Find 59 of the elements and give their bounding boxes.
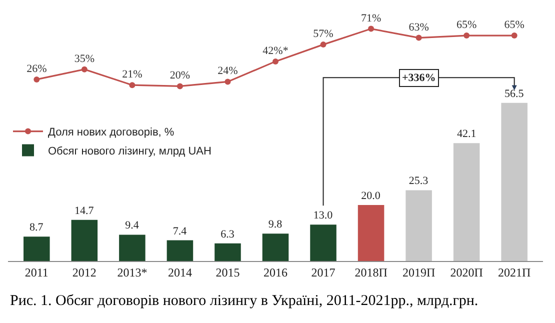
data-label: 9.8 xyxy=(268,218,283,231)
bar xyxy=(166,240,194,261)
point xyxy=(81,66,88,72)
x-tick-label: 2015 xyxy=(216,265,240,280)
data-label: 6.3 xyxy=(220,228,235,240)
annotation: +336% xyxy=(402,72,436,84)
x-tick-label: 2018П xyxy=(354,265,388,280)
bar xyxy=(119,234,146,261)
data-label: 7.4 xyxy=(172,225,188,238)
x-tick-label: 2020П xyxy=(450,265,484,280)
data-label: 65% xyxy=(504,19,524,32)
point xyxy=(416,34,422,41)
bar xyxy=(406,190,432,261)
point xyxy=(224,78,231,85)
data-label: 63% xyxy=(408,21,429,34)
bar xyxy=(310,224,336,261)
data-label: 56.5 xyxy=(504,88,524,100)
data-label: 24% xyxy=(218,65,238,78)
data-label: 8.7 xyxy=(30,222,44,234)
x-tick-label: 2016 xyxy=(264,265,288,280)
data-label: 26% xyxy=(26,62,47,75)
bar xyxy=(358,205,384,261)
x-tick-label: 2012 xyxy=(72,265,96,280)
data-label: 25.3 xyxy=(408,175,429,188)
point xyxy=(176,83,183,90)
data-label: 9.4 xyxy=(125,220,140,232)
data-label: 42.1 xyxy=(456,128,476,140)
point xyxy=(368,26,374,32)
bar xyxy=(262,234,289,261)
point xyxy=(34,76,40,82)
data-label: 57% xyxy=(313,28,334,40)
legend-label: Доля нових договорів, % xyxy=(48,126,174,139)
x-tick-label: 2013* xyxy=(117,265,148,280)
point xyxy=(511,32,518,39)
data-label: 20% xyxy=(170,70,190,82)
text: Рис. 1. Обсяг договорів нового лізингу в Україні, 2011-2021рр., млрд.грн. xyxy=(10,293,478,309)
data-label: 71% xyxy=(360,12,382,24)
point xyxy=(272,58,278,64)
data-label: 14.7 xyxy=(74,204,94,217)
bar xyxy=(24,236,50,261)
bar xyxy=(501,102,528,261)
data-label: 20.0 xyxy=(361,190,381,202)
x-tick-label: 2017 xyxy=(311,265,336,280)
x-tick-label: 2021П xyxy=(498,265,532,280)
point xyxy=(320,42,326,48)
x-tick-label: 2019П xyxy=(402,265,436,280)
bar xyxy=(214,243,241,261)
x-tick-label: 2011 xyxy=(24,265,48,280)
point xyxy=(464,32,470,39)
data-label: 42%* xyxy=(262,44,288,57)
x-tick-label: 2014 xyxy=(168,265,192,280)
data-label: 65% xyxy=(456,19,477,32)
bar xyxy=(71,220,98,261)
data-label: 21% xyxy=(122,68,142,81)
legend-label: Обсяг нового лізингу, млрд UAH xyxy=(48,146,212,158)
data-label: 13.0 xyxy=(313,210,334,222)
point xyxy=(129,82,136,88)
bar xyxy=(453,143,480,261)
data-label: 35% xyxy=(74,52,95,65)
